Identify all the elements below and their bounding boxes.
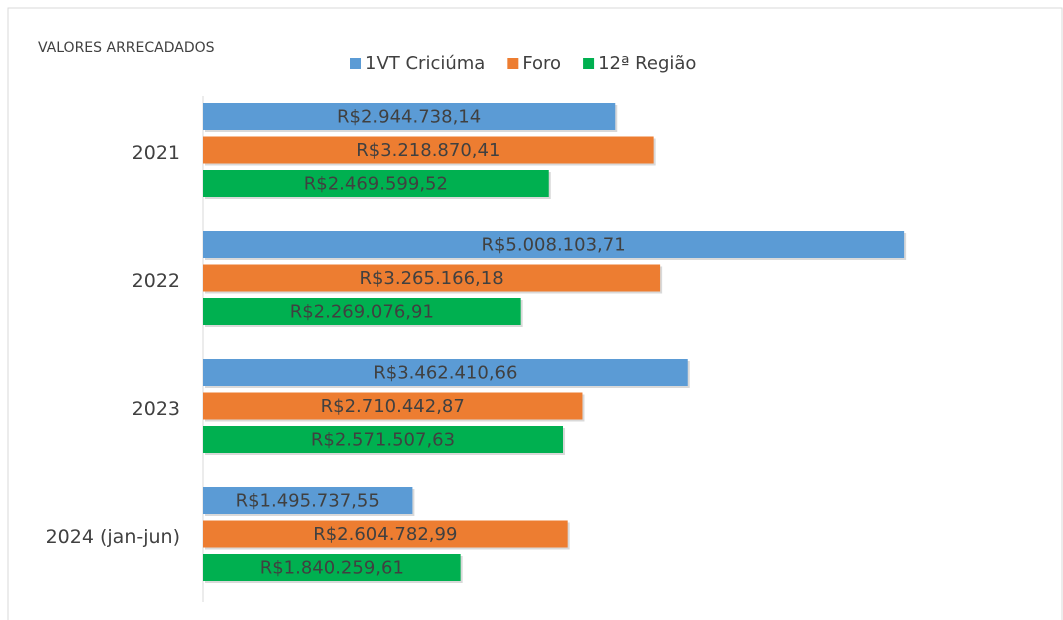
data-label: R$2.944.738,14	[337, 107, 481, 128]
legend-label: 1VT Criciúma	[365, 53, 485, 74]
data-label: R$3.218.870,41	[356, 140, 500, 161]
legend-label: 12ª Região	[598, 53, 696, 74]
bar	[203, 103, 616, 130]
bar	[203, 298, 521, 325]
y-tick-label: 2024 (jan-jun)	[46, 526, 180, 548]
y-tick-label: 2021	[132, 142, 180, 164]
legend-swatch	[583, 58, 595, 69]
bar	[203, 487, 413, 514]
bar	[203, 392, 583, 420]
legend-label: Foro	[522, 53, 561, 74]
chart-border	[7, 7, 1063, 620]
legend-swatch	[350, 58, 361, 69]
bar	[203, 426, 564, 453]
data-label: R$2.469.599,52	[304, 174, 448, 195]
data-label: R$1.840.259,61	[260, 558, 404, 579]
data-label: R$1.495.737,55	[236, 491, 380, 512]
bar	[203, 554, 461, 581]
bar	[203, 170, 549, 197]
data-label: R$2.571.507,63	[311, 430, 455, 451]
bar	[203, 136, 654, 164]
legend-swatch	[507, 58, 519, 69]
data-label: R$2.269.076,91	[290, 302, 434, 323]
bar	[203, 231, 905, 258]
data-label: R$2.604.782,99	[313, 524, 457, 545]
bar	[203, 520, 568, 548]
data-label: R$3.265.166,18	[359, 268, 503, 289]
bar	[203, 264, 661, 292]
data-label: R$2.710.442,87	[321, 396, 465, 417]
bar	[203, 359, 688, 386]
chart-title: VALORES ARRECADADOS	[38, 40, 215, 56]
data-label: R$3.462.410,66	[373, 363, 517, 384]
y-tick-label: 2022	[132, 270, 180, 292]
data-label: R$5.008.103,71	[481, 235, 625, 256]
y-tick-label: 2023	[132, 398, 180, 420]
